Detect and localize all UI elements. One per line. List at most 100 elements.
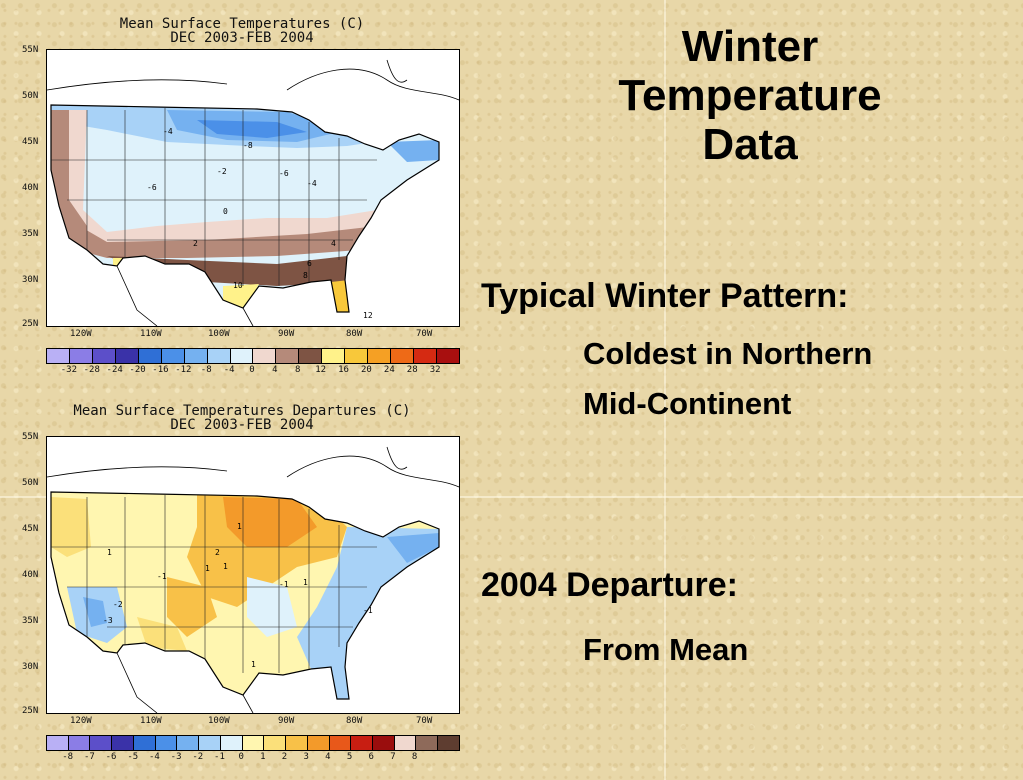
lon-label: 70W (416, 329, 433, 339)
legend-tick-label: -5 (127, 752, 139, 762)
legend-swatch (207, 349, 231, 363)
lat-label: 25N (22, 706, 39, 716)
lat-label: 25N (22, 319, 39, 329)
legend-swatch (90, 736, 113, 750)
legend-tick-label: 6 (368, 752, 374, 762)
mean-map-title: Mean Surface Temperatures (C) (119, 16, 365, 32)
mean-temperature-legend-ticks: -32 -28 -24 -20 -16 -12 -8 -4 0 4 8 12 16 20 24 28 32 (46, 365, 458, 377)
lat-label: 40N (22, 570, 39, 580)
slide-title-line: Winter (681, 22, 819, 71)
mean-temperature-map: -4 -8 -6 -2 0 2 4 6 8 10 -6 -4 12 (46, 49, 460, 327)
legend-swatch (177, 736, 200, 750)
legend-tick-label: -24 (106, 365, 123, 375)
legend-tick-label: -8 (200, 365, 212, 375)
lat-label: 50N (22, 91, 39, 101)
legend-tick-label: 12 (315, 365, 327, 375)
lon-label: 120W (70, 329, 92, 339)
legend-swatch (220, 736, 243, 750)
lon-label: 90W (278, 329, 295, 339)
legend-tick-label: -16 (152, 365, 169, 375)
legend-swatch (276, 349, 300, 363)
legend-swatch (373, 736, 395, 750)
departure-map: 1 2 1 -1 1 -1 -2 -3 1 1 -1 1 (46, 436, 460, 714)
contour-label: 1 (251, 660, 256, 669)
lon-label: 110W (140, 329, 162, 339)
legend-swatch (322, 349, 346, 363)
lon-label: 120W (70, 716, 92, 726)
subtext-from-mean: From Mean (583, 632, 749, 667)
legend-tick-label: -2 (192, 752, 204, 762)
lat-label: 50N (22, 478, 39, 488)
legend-tick-label: 32 (429, 365, 441, 375)
lon-label: 100W (208, 329, 230, 339)
lon-label: 90W (278, 716, 295, 726)
lat-label: 35N (22, 229, 39, 239)
lon-label: 80W (346, 329, 363, 339)
legend-tick-label: 20 (361, 365, 372, 375)
legend-swatch (436, 349, 459, 363)
legend-swatch (299, 349, 323, 363)
lat-label: 30N (22, 275, 39, 285)
contour-label: -1 (157, 572, 167, 581)
legend-swatch (242, 736, 265, 750)
legend-tick-label: -3 (170, 752, 182, 762)
contour-label: -6 (279, 169, 289, 178)
legend-tick-label: -1 (214, 752, 225, 762)
lat-label: 55N (22, 45, 39, 55)
mean-map-period: DEC 2003-FEB 2004 (170, 30, 314, 46)
contour-label: -2 (113, 600, 123, 609)
slide-title: Winter Temperature Data (530, 22, 970, 169)
contour-label: 4 (331, 239, 336, 248)
legend-tick-label: -4 (223, 365, 235, 375)
lon-label: 70W (416, 716, 433, 726)
legend-swatch (184, 349, 208, 363)
legend-tick-label: -7 (83, 752, 95, 762)
subtext-coldest-line1: Coldest in Northern (583, 336, 873, 371)
legend-swatch (414, 349, 437, 363)
legend-swatch (155, 736, 178, 750)
legend-swatch (68, 736, 91, 750)
legend-swatch (138, 349, 162, 363)
legend-tick-label: 24 (383, 365, 395, 375)
legend-tick-label: -20 (129, 365, 146, 375)
legend-tick-label: -32 (60, 365, 78, 375)
contour-label: 1 (303, 578, 308, 587)
legend-swatch (329, 736, 352, 750)
lon-label: 110W (140, 716, 162, 726)
legend-tick-label: -12 (175, 365, 192, 375)
contour-label: -4 (163, 127, 173, 136)
legend-tick-label: -8 (62, 752, 74, 762)
legend-swatch (345, 349, 369, 363)
lat-label: 55N (22, 432, 39, 442)
legend-swatch (253, 349, 277, 363)
heading-typical-pattern: Typical Winter Pattern: (481, 277, 849, 315)
legend-swatch (307, 736, 330, 750)
contour-label: -3 (103, 616, 113, 625)
legend-swatch (47, 736, 69, 750)
departure-map-graphic: 1 2 1 -1 1 -1 -2 -3 1 1 -1 1 (47, 446, 459, 713)
legend-tick-label: -4 (148, 752, 160, 762)
legend-tick-label: 4 (272, 365, 278, 375)
legend-swatch (92, 349, 116, 363)
contour-label: 1 (237, 522, 242, 531)
legend-swatch (47, 349, 70, 363)
contour-label: 0 (223, 207, 228, 216)
legend-swatch (286, 736, 308, 750)
legend-swatch (264, 736, 287, 750)
contour-label: 8 (303, 271, 308, 280)
contour-label: -8 (243, 141, 253, 150)
contour-label: -1 (279, 580, 289, 589)
contour-label: 1 (107, 548, 112, 557)
legend-swatch (69, 349, 93, 363)
legend-swatch (368, 349, 392, 363)
lon-label: 100W (208, 716, 230, 726)
legend-tick-label: 2 (281, 752, 288, 762)
lat-label: 45N (22, 524, 39, 534)
mean-temperature-legend (46, 348, 460, 364)
legend-swatch (115, 349, 139, 363)
lat-label: 30N (22, 662, 39, 672)
lat-label: 35N (22, 616, 39, 626)
slide-title-line: Temperature (618, 71, 882, 120)
mean-temperature-map-panel: Mean Surface Temperatures (C) DEC 2003-F… (22, 15, 462, 380)
legend-tick-label: -6 (105, 752, 117, 762)
